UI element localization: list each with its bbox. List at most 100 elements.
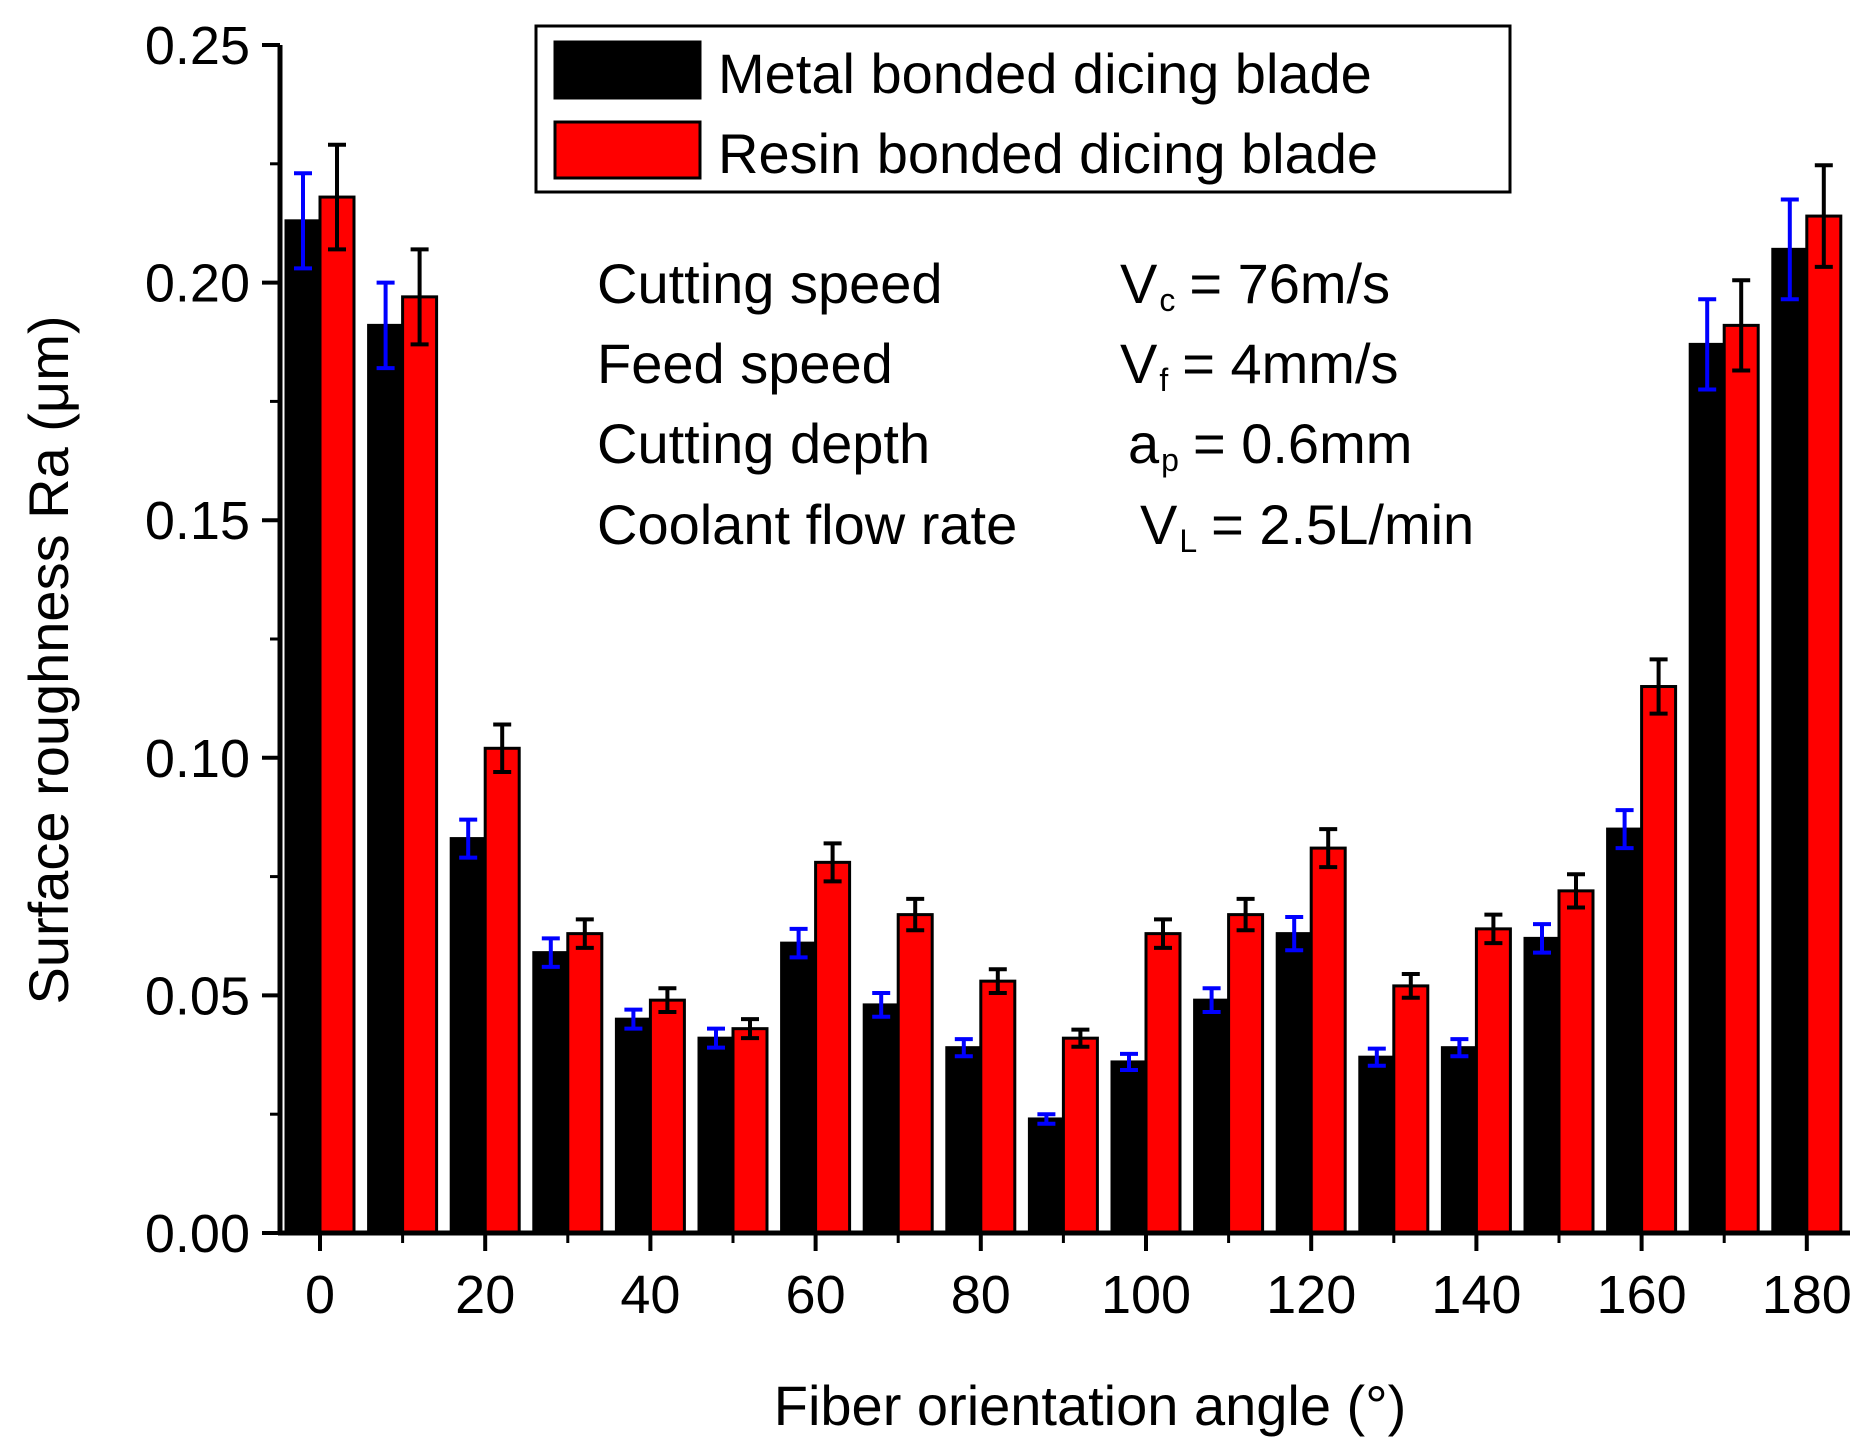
bar-resin-100 (1144, 932, 1182, 1235)
param-value-cutting-speed: Vc = 76m/s (1120, 252, 1390, 318)
error-bar-resin-70 (906, 896, 925, 933)
param-symbol-feed-speed: V (1120, 332, 1158, 395)
error-bar-resin-140 (1484, 912, 1503, 946)
x-tick-label: 60 (786, 1265, 846, 1325)
bar-resin-110 (1227, 913, 1265, 1235)
bar-resin-180 (1805, 214, 1843, 1235)
error-bar-metal-120 (1285, 914, 1304, 953)
bar-metal-60 (780, 941, 818, 1235)
error-bar-metal-100 (1120, 1051, 1138, 1073)
bar-resin-170 (1722, 323, 1760, 1235)
error-bar-resin-50 (741, 1017, 759, 1041)
bar-resin-140 (1474, 927, 1512, 1235)
error-bar-resin-30 (575, 917, 594, 950)
y-tick-label: 0.20 (145, 254, 250, 314)
y-tick-label: 0.05 (145, 966, 250, 1026)
error-bar-resin-60 (823, 841, 842, 884)
y-tick-label: 0.15 (145, 491, 250, 551)
bar-resin-50 (731, 1027, 769, 1235)
error-bar-metal-150 (1533, 922, 1551, 955)
error-bar-metal-10 (376, 280, 395, 371)
x-axis-title: Fiber orientation angle (°) (774, 1374, 1407, 1437)
error-bar-metal-40 (624, 1007, 643, 1031)
error-bar-metal-170 (1698, 297, 1717, 392)
param-subscript-feed-speed: f (1159, 362, 1168, 398)
bar-metal-180 (1771, 247, 1809, 1235)
param-subscript-coolant-flow-rate: L (1179, 523, 1197, 559)
bar-resin-60 (814, 860, 852, 1235)
bar-metal-90 (1027, 1117, 1065, 1235)
error-bar-metal-70 (872, 991, 891, 1019)
error-bar-metal-110 (1202, 986, 1221, 1015)
x-tick-label: 80 (951, 1265, 1011, 1325)
error-bar-metal-130 (1367, 1046, 1386, 1068)
parameter-annotations: Cutting speed Vc = 76m/s Feed speed Vf = 4… (597, 252, 1474, 559)
param-equation-coolant-flow-rate: = 2.5L/min (1211, 493, 1474, 556)
error-bar-metal-80 (954, 1037, 973, 1059)
error-bar-metal-140 (1450, 1037, 1469, 1059)
error-bar-metal-60 (789, 926, 808, 960)
error-bar-resin-20 (493, 722, 512, 775)
bar-metal-130 (1358, 1055, 1396, 1235)
bar-metal-170 (1688, 342, 1726, 1235)
bar-resin-10 (401, 295, 439, 1235)
param-label-cutting-speed: Cutting speed (597, 252, 943, 315)
error-bar-metal-180 (1780, 197, 1799, 302)
bar-resin-120 (1309, 846, 1347, 1235)
y-tick-label: 0.10 (145, 729, 250, 789)
legend-label-resin: Resin bonded dicing blade (718, 122, 1378, 185)
bar-metal-70 (862, 1003, 900, 1235)
param-subscript-cutting-speed: c (1159, 282, 1175, 318)
error-bar-resin-150 (1567, 872, 1585, 910)
legend-swatch-metal (553, 40, 702, 100)
x-tick-label: 100 (1101, 1265, 1191, 1325)
param-label-coolant-flow-rate: Coolant flow rate (597, 493, 1017, 556)
error-bar-resin-0 (328, 142, 346, 252)
bar-metal-100 (1110, 1060, 1148, 1235)
bar-resin-70 (896, 913, 934, 1235)
param-value-coolant-flow-rate: VL = 2.5L/min (1140, 493, 1474, 559)
param-label-cutting-depth: Cutting depth (597, 412, 930, 475)
param-symbol-coolant-flow-rate: V (1140, 493, 1178, 556)
bar-metal-120 (1275, 932, 1313, 1235)
error-bar-metal-30 (541, 936, 560, 969)
param-label-feed-speed: Feed speed (597, 332, 893, 395)
param-subscript-cutting-depth: p (1161, 442, 1179, 478)
error-bar-resin-80 (988, 967, 1007, 996)
legend-label-metal: Metal bonded dicing blade (718, 42, 1372, 105)
error-bar-resin-130 (1401, 972, 1420, 1000)
bar-resin-0 (318, 195, 356, 1235)
bar-resin-130 (1392, 984, 1430, 1235)
bar-metal-30 (532, 951, 570, 1235)
bar-resin-40 (648, 998, 686, 1235)
x-tick-label: 40 (620, 1265, 680, 1325)
error-bar-resin-170 (1732, 278, 1751, 373)
error-bar-resin-40 (658, 986, 677, 1015)
y-tick-label: 0.00 (145, 1204, 250, 1264)
bar-metal-10 (367, 323, 405, 1235)
bars-layer (284, 142, 1843, 1235)
x-tick-label: 140 (1431, 1265, 1521, 1325)
x-ticks: 0 20 40 60 80 100 120 140 160 180 (305, 1233, 1852, 1325)
error-bar-resin-160 (1649, 657, 1668, 716)
error-bar-resin-180 (1814, 163, 1833, 269)
bar-metal-50 (697, 1036, 735, 1235)
y-axis-title: Surface roughness Ra (μm) (17, 316, 80, 1005)
param-value-feed-speed: Vf = 4mm/s (1120, 332, 1399, 398)
error-bar-metal-20 (459, 817, 478, 860)
error-bar-metal-160 (1615, 808, 1634, 851)
bar-metal-20 (449, 837, 487, 1235)
error-bar-resin-110 (1236, 896, 1255, 933)
bar-resin-30 (566, 932, 604, 1235)
bar-metal-80 (945, 1046, 983, 1235)
error-bar-metal-90 (1037, 1112, 1056, 1126)
param-symbol-cutting-speed: V (1120, 252, 1158, 315)
bar-metal-140 (1440, 1046, 1478, 1235)
bar-metal-110 (1193, 998, 1231, 1235)
x-tick-label: 160 (1597, 1265, 1687, 1325)
bar-metal-0 (284, 219, 322, 1235)
param-equation-feed-speed: = 4mm/s (1182, 332, 1398, 395)
param-value-cutting-depth: ap = 0.6mm (1128, 412, 1412, 478)
error-bar-metal-0 (294, 171, 312, 271)
